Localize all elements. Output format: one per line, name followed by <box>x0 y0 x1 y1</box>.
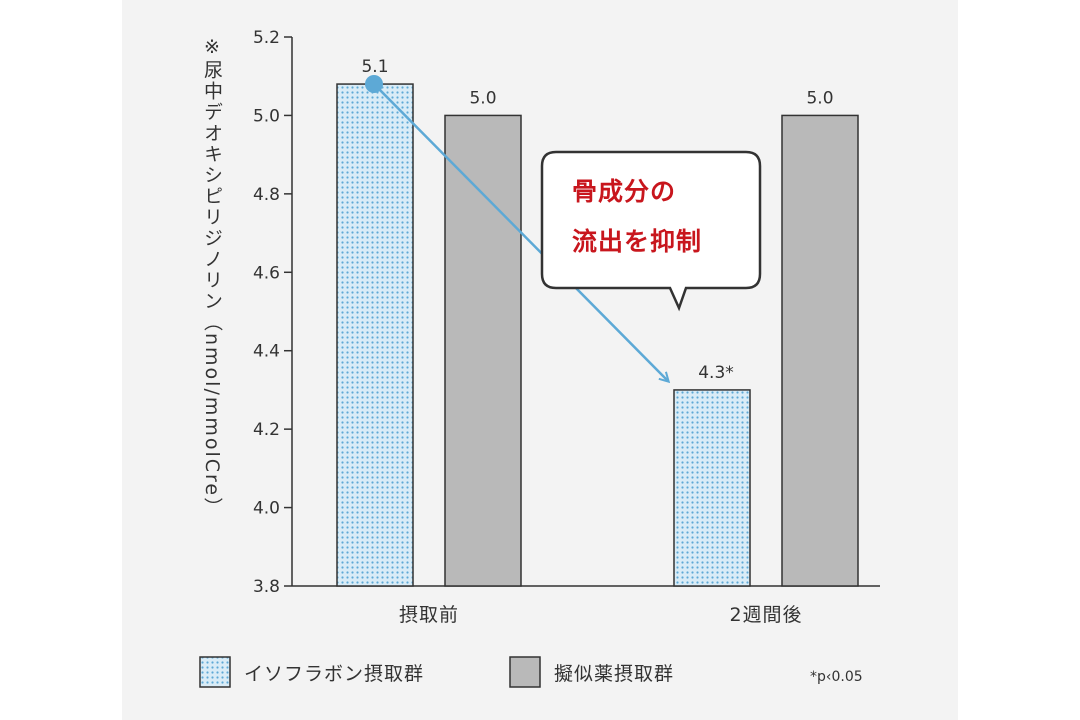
y-tick-label: 4.6 <box>253 263 280 283</box>
legend-label-placebo: 擬似薬摂取群 <box>554 663 674 685</box>
y-tick-label: 5.2 <box>253 28 280 48</box>
legend-swatch-placebo <box>509 656 541 688</box>
legend-label-isoflavone: イソフラボン摂取群 <box>244 663 424 685</box>
arrow-start-dot <box>365 75 383 93</box>
y-tick-label: 4.4 <box>253 342 280 362</box>
x-axis-categories: 摂取前 2週間後 <box>399 604 802 626</box>
legend: イソフラボン摂取群 擬似薬摂取群 *p‹0.05 <box>199 656 863 688</box>
legend-swatch-isoflavone <box>199 656 231 688</box>
bar-placebo-1 <box>781 114 859 587</box>
y-axis-title: ※尿中デオキシピリジノリン（nmol/mmolCre） <box>201 36 223 518</box>
y-tick-label: 3.8 <box>253 577 280 597</box>
data-labels: 5.1 4.3* 5.0 5.0 <box>361 57 833 383</box>
callout-line-2: 流出を抑制 <box>572 227 702 256</box>
callout-shape <box>540 150 762 312</box>
bars <box>336 83 859 587</box>
data-label: 5.0 <box>806 88 833 108</box>
callout-bubble: 骨成分の 流出を抑制 <box>540 150 762 312</box>
y-tick-label: 4.8 <box>253 185 280 205</box>
data-label: 5.1 <box>361 57 388 77</box>
bar-isoflavone-1 <box>673 389 751 587</box>
trend-arrow <box>373 83 668 381</box>
x-category-label: 摂取前 <box>399 604 459 626</box>
data-label: 4.3* <box>698 363 734 383</box>
significance-note: *p‹0.05 <box>810 669 863 685</box>
bar-isoflavone-0 <box>336 83 414 587</box>
y-tick-label: 4.2 <box>253 420 280 440</box>
callout-line-1: 骨成分の <box>572 177 676 206</box>
y-tick-label: 5.0 <box>253 106 280 126</box>
data-label: 5.0 <box>469 88 496 108</box>
bar-placebo-0 <box>444 114 522 587</box>
x-category-label: 2週間後 <box>729 604 802 626</box>
y-tick-label: 4.0 <box>253 499 280 519</box>
